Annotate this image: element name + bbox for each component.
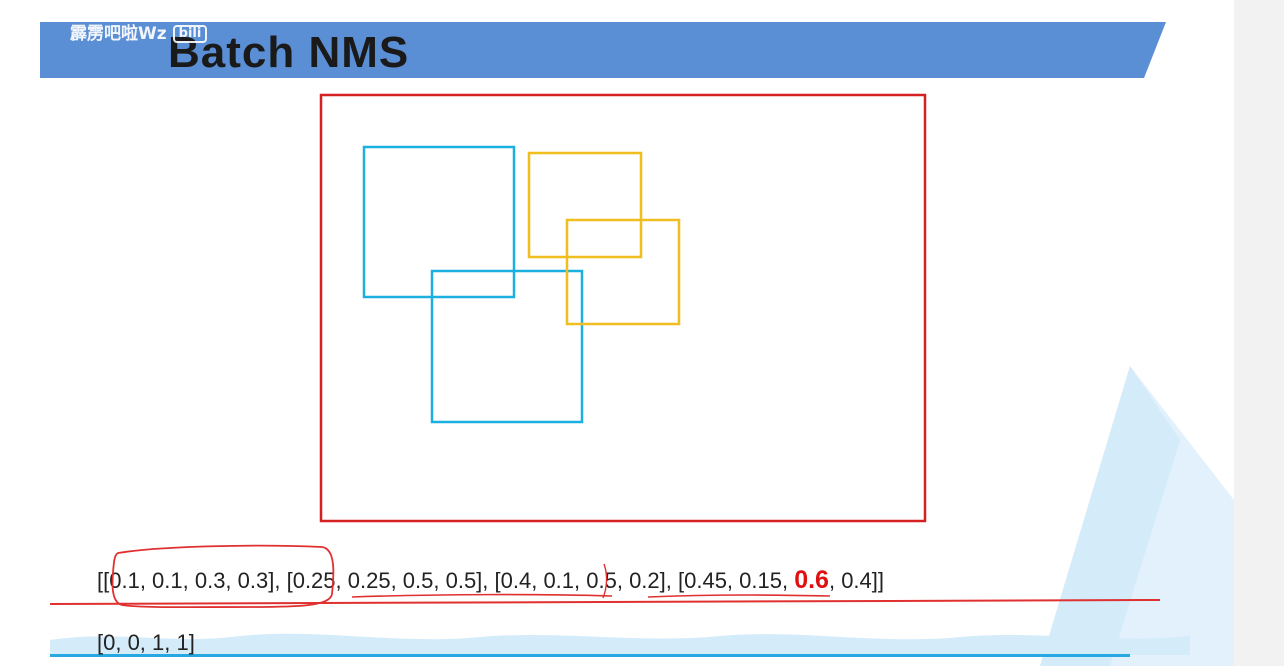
box-coords-4-suffix: , 0.4] [828,568,878,593]
box-coords-3: [0.4, 0.1, 0.5, 0.2] [494,568,666,593]
top-margin [0,0,1284,22]
list-separator: , [482,568,495,593]
title-banner: Batch NMS 霹雳吧啦Wz bili [40,22,1170,78]
list-open-bracket: [ [97,568,104,593]
video-watermark: 霹雳吧啦Wz bili [70,24,208,44]
bilibili-logo-icon: bili [172,25,208,43]
watermark-author: 霹雳吧啦Wz [70,24,167,44]
yellow-box-2 [565,218,681,326]
box-coords-4-prefix: [0.45, 0.15, [678,568,795,593]
box-coords-4: [0.45, 0.15, 0.6, 0.4] [678,566,878,594]
yellow-box-1 [527,151,643,259]
blue-box-2 [430,269,584,424]
box-list-line-1: [[0.1, 0.1, 0.3, 0.3], [0.25, 0.25, 0.5,… [97,567,884,594]
box-coords-2: [0.25, 0.25, 0.5, 0.5] [286,568,483,593]
list-separator: , [274,568,287,593]
list-close-bracket: ] [877,568,885,593]
slide-title: Batch NMS [168,28,410,77]
image-frame [319,93,927,523]
highlighted-value: 0.6 [794,566,829,594]
blue-box-1 [362,145,516,299]
box-list-line-2: [0, 0, 1, 1] [97,630,195,656]
image-box-coords: [0, 0, 1, 1] [97,630,195,655]
box-coords-1: [0.1, 0.1, 0.3, 0.3] [103,568,275,593]
list-separator: , [665,568,678,593]
banner-shape [40,22,1166,78]
right-letterbox [1234,0,1284,666]
